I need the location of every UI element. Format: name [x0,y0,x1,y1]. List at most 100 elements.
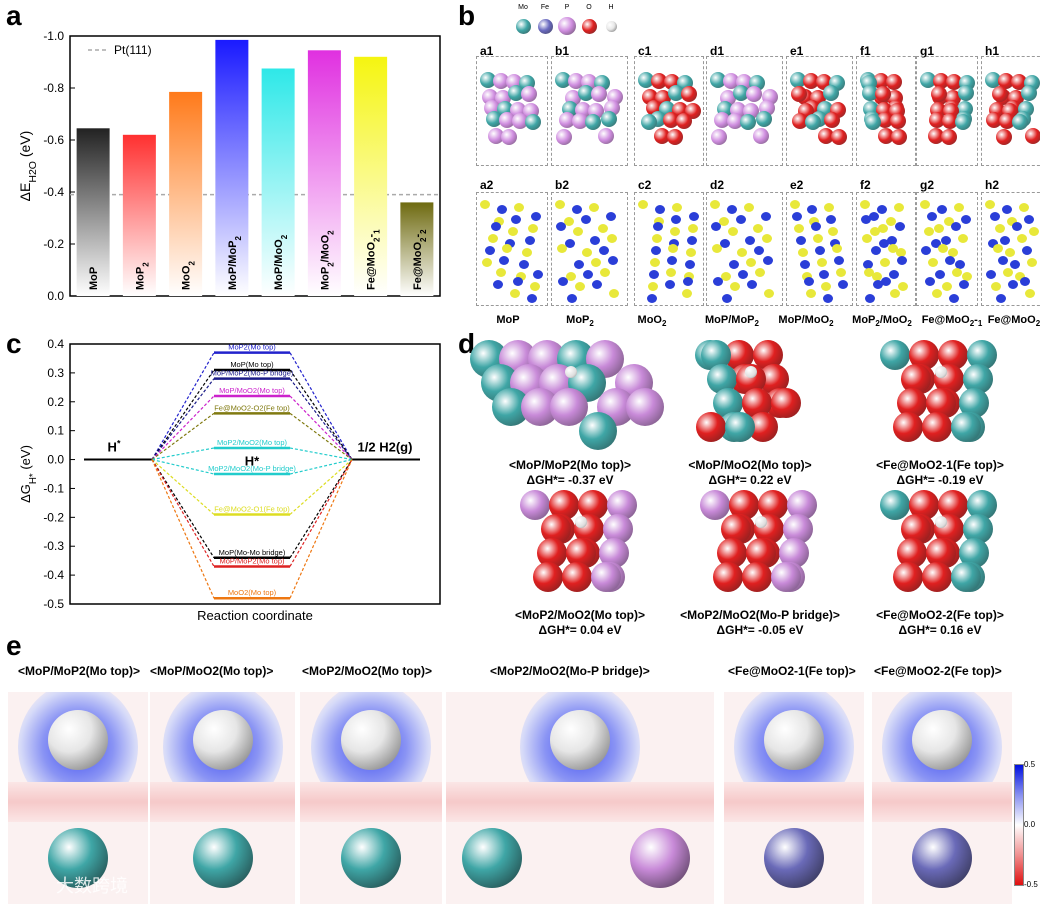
atom-sphere [667,129,683,145]
charge-density-blob [754,246,764,255]
connector-left [151,447,215,461]
atom-sphere [875,86,891,102]
charge-density-blob [650,258,660,267]
atom-sphere [501,129,517,145]
atom-sphere [753,128,769,144]
unit-cell-box [856,192,916,306]
charge-density-blob [802,272,812,281]
panel-label-c: c [6,328,22,359]
connector-right [289,447,353,461]
watermark: 大数跨境 [56,876,128,896]
charge-density-blob [864,268,874,277]
charge-density-blob [988,239,998,248]
element-legend-label: P [564,4,570,11]
model-name: <MoP2/MoO2(Mo top)> [515,608,645,622]
charge-density-blob [485,246,495,255]
hydrogen-atom [935,366,947,378]
charge-density-blob [728,227,738,236]
atom-sphere [727,113,743,129]
bar-label: Fe@MoO2-1 [366,229,382,290]
connector-right [289,369,353,460]
initial-state-label: H* [108,439,121,455]
structure-label: f1 [860,44,871,58]
structure-caption: MoP2/MoO2 [852,314,912,329]
atom-sphere [663,112,679,128]
atom-sphere [823,85,839,101]
charge-density-blob [600,268,610,277]
atom-sphere [746,86,762,102]
connector-left [151,459,215,559]
atom-sphere [638,72,654,88]
charge-density-blob [669,239,679,248]
atom-sphere [818,128,834,144]
atom-sphere [878,128,894,144]
charge-density-blob [941,236,951,245]
charge-density-blob [872,272,882,281]
charge-density-blob [530,282,540,291]
charge-density-blob [763,256,773,265]
charge-density-blob [993,244,1003,253]
atom-sphere [886,74,902,90]
bar [307,50,341,296]
charge-density-blob [557,244,567,253]
charge-density-blob [1002,205,1012,214]
atom-sphere [681,86,697,102]
charge-difference-map [446,692,714,904]
bar [215,39,249,297]
charge-density-blob [609,289,619,298]
charge-density-blob [508,227,518,236]
charge-density-blob [962,272,972,281]
atom-sphere [654,128,670,144]
electron-depletion-region [150,782,295,822]
adsorption-model [880,340,1000,452]
charge-density-blob [745,236,755,245]
atom-sphere [700,490,730,520]
atom-sphere [488,128,504,144]
charge-density-blob [958,234,968,243]
charge-density-blob [514,203,524,212]
charge-density-blob [1000,236,1010,245]
charge-density-blob [794,224,804,233]
charge-density-blob [511,215,521,224]
atom-sphere [493,73,509,89]
charge-density-blob [567,294,577,303]
model-name: <Fe@MoO2-1(Fe top)> [876,458,1004,472]
map-title: <MoP/MoP2(Mo top)> [18,664,140,678]
charge-density-blob [811,222,821,231]
charge-density-blob [575,282,585,291]
electron-depletion-region [872,782,1012,822]
unit-cell-box [981,56,1040,166]
charge-density-blob [761,212,771,221]
atom-sphere [520,490,550,520]
atom-sphere [1025,128,1040,144]
atom-sphere [725,412,755,442]
unit-cell-box [856,56,916,166]
atom-sphere [533,562,563,592]
atom-sphere [480,72,496,88]
model-name: <Fe@MoO2-2(Fe top)> [876,608,1004,622]
charge-density-blob [647,294,657,303]
atom-sphere [951,412,981,442]
charge-density-blob [809,217,819,226]
connector-right [289,459,353,515]
atom-sphere [585,114,601,130]
unit-cell-box [634,192,704,306]
charge-density-blob [589,203,599,212]
charge-density-blob [934,224,944,233]
bar-label: MoP2/MoO2 [319,230,335,290]
atom-sphere [951,562,981,592]
panel-label-a: a [6,0,22,31]
charge-density-blob [945,256,955,265]
charge-density-blob [832,244,842,253]
charge-density-blob [482,258,492,267]
atom-sphere [803,73,819,89]
atom-sphere [568,73,584,89]
charge-density-blob [516,272,526,281]
connector-right [289,459,353,559]
model-name: <MoP2/MoO2(Mo-P bridge)> [680,608,840,622]
atom-sphere [862,85,878,101]
charge-density-blob [683,277,693,286]
charge-density-blob [886,217,896,226]
y-tick-label: -0.2 [43,510,64,524]
charge-density-blob [879,239,889,248]
